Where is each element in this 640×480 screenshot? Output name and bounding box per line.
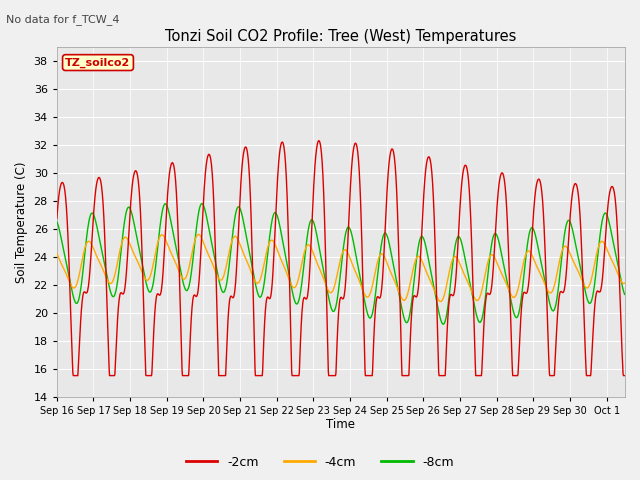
Text: No data for f_TCW_4: No data for f_TCW_4 xyxy=(6,14,120,25)
Y-axis label: Soil Temperature (C): Soil Temperature (C) xyxy=(15,161,28,283)
Title: Tonzi Soil CO2 Profile: Tree (West) Temperatures: Tonzi Soil CO2 Profile: Tree (West) Temp… xyxy=(165,29,516,44)
X-axis label: Time: Time xyxy=(326,419,355,432)
Text: TZ_soilco2: TZ_soilco2 xyxy=(65,58,131,68)
Legend: -2cm, -4cm, -8cm: -2cm, -4cm, -8cm xyxy=(181,451,459,474)
